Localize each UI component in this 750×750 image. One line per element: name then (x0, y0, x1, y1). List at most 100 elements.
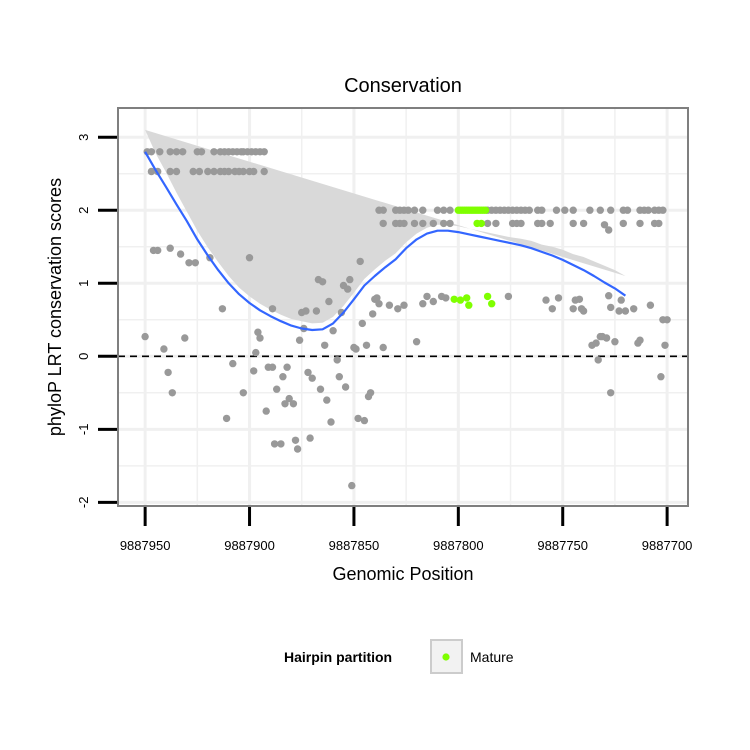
point-other (419, 300, 427, 308)
point-other (239, 389, 247, 397)
point-other (546, 219, 554, 228)
point-other (316, 385, 325, 393)
point-other (147, 148, 156, 156)
point-other (569, 219, 577, 228)
point-other (346, 275, 354, 284)
point-other (166, 167, 174, 176)
point-other (429, 219, 437, 228)
point-other (394, 305, 402, 313)
point-other (483, 219, 492, 228)
point-other (179, 148, 187, 156)
data-points (141, 148, 671, 490)
confidence-ribbon (145, 129, 626, 324)
point-other (579, 307, 588, 315)
point-mature (488, 300, 496, 308)
y-tick-label: 1 (76, 280, 91, 287)
point-other (446, 206, 454, 214)
point-other (561, 206, 569, 214)
point-other (655, 219, 663, 228)
point-other (341, 383, 350, 391)
point-other (442, 294, 450, 302)
point-other (323, 396, 331, 404)
point-other (293, 445, 302, 453)
point-other (195, 167, 204, 176)
point-other (607, 206, 615, 214)
point-mature (483, 292, 492, 301)
point-other (379, 206, 387, 214)
point-other (404, 206, 412, 214)
point-other (419, 206, 427, 214)
point-mature (465, 301, 473, 309)
point-mature (450, 295, 458, 303)
point-other (352, 345, 360, 353)
point-other (181, 334, 189, 342)
point-mature (481, 206, 490, 214)
point-other (166, 148, 174, 156)
point-other (385, 301, 394, 309)
point-other (621, 307, 630, 315)
point-other (636, 336, 644, 344)
point-other (344, 285, 352, 293)
point-other (607, 303, 615, 312)
point-other (579, 219, 588, 228)
point-other (185, 259, 193, 267)
point-other (552, 206, 561, 214)
x-axis-label: Genomic Position (332, 564, 473, 584)
point-other (321, 341, 329, 349)
point-other (410, 219, 419, 228)
point-other (325, 297, 333, 306)
point-other (327, 418, 335, 426)
point-other (306, 434, 314, 442)
point-other (575, 295, 584, 303)
point-other (333, 356, 341, 364)
point-other (400, 219, 408, 228)
point-other (252, 348, 260, 357)
point-other (373, 294, 381, 302)
point-other (189, 167, 197, 176)
point-other (283, 363, 291, 371)
point-other (262, 407, 270, 415)
point-other (156, 148, 164, 156)
point-other (605, 292, 613, 300)
point-other (210, 148, 218, 156)
point-other (141, 332, 149, 341)
point-other (277, 440, 285, 448)
x-tick-label: 9887750 (537, 538, 588, 553)
point-other (440, 206, 448, 214)
point-other (617, 296, 625, 304)
y-tick-label: -1 (76, 424, 91, 436)
point-other (260, 167, 268, 176)
x-tick-label: 9887700 (642, 538, 693, 553)
point-other (630, 305, 638, 313)
point-other (446, 219, 454, 228)
point-other (250, 167, 258, 176)
y-tick-label: 3 (76, 134, 91, 141)
point-other (592, 339, 600, 347)
point-other (356, 257, 364, 266)
point-other (360, 416, 369, 425)
point-other (281, 400, 289, 408)
point-other (256, 334, 264, 342)
point-other (504, 292, 513, 301)
point-other (270, 440, 279, 448)
point-other (225, 167, 233, 176)
point-other (254, 328, 262, 336)
point-other (229, 359, 237, 368)
point-other (594, 356, 602, 364)
point-other (369, 310, 377, 318)
point-other (586, 206, 594, 214)
point-other (289, 400, 298, 408)
point-other (354, 414, 362, 423)
point-mature (456, 296, 465, 304)
point-other (619, 219, 627, 228)
point-other (279, 373, 287, 381)
point-other (168, 389, 176, 397)
point-other (615, 307, 623, 315)
y-axis-label: phyloP LRT conservation scores (45, 178, 65, 436)
point-mature (477, 219, 485, 228)
point-other (611, 338, 619, 346)
smooth-trend-line (144, 151, 627, 332)
x-tick-label: 9887800 (433, 538, 484, 553)
point-other (250, 367, 258, 375)
point-other (348, 481, 356, 490)
